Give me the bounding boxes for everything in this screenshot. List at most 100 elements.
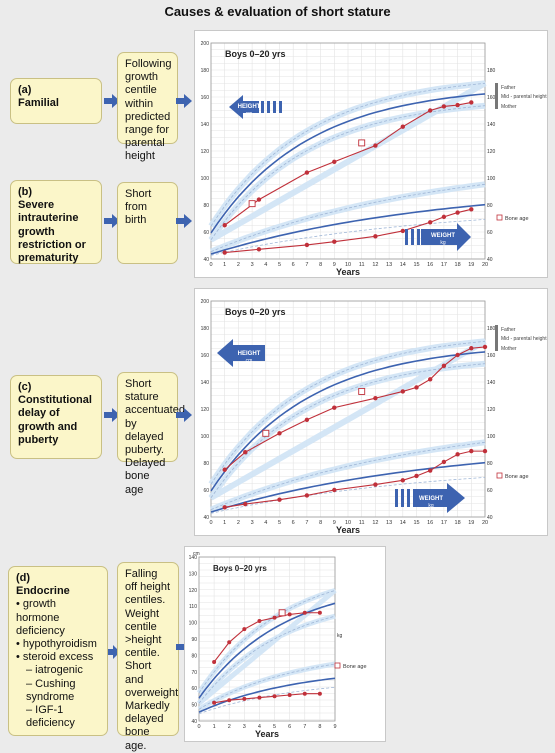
weight-arrow-icon — [413, 483, 465, 513]
weight-point — [222, 505, 227, 510]
tick-label: 17 — [441, 520, 447, 526]
tick-label: 80 — [203, 203, 209, 209]
centile-line — [210, 183, 486, 252]
tick-label: 60 — [203, 230, 209, 236]
plot-frame — [210, 300, 486, 518]
parental-range-bar — [495, 83, 498, 109]
panel-c-label: (c) Constitutional delay of growth and p… — [10, 375, 102, 459]
list-item: – iatrogenic — [26, 664, 83, 677]
tick-label: 13 — [386, 520, 392, 526]
weight-point — [257, 695, 262, 700]
chart-title: Boys 0–20 yrs — [213, 564, 267, 573]
height-point — [441, 363, 447, 368]
tick-label: 10 — [345, 262, 351, 268]
list-item: • growth hormone deficiency — [16, 598, 65, 637]
tick-label: 180 — [487, 68, 496, 74]
bone-age-marker — [248, 200, 256, 208]
weight-arrow-label: WEIGHT — [431, 233, 455, 239]
list-item: – IGF-1 deficiency — [26, 704, 75, 730]
tick-label: 60 — [487, 230, 493, 236]
tick-label: 40 — [191, 719, 197, 725]
panel-b-letter: (b) — [18, 186, 33, 198]
tick-label: 18 — [455, 520, 461, 526]
weight-series-line — [224, 208, 472, 254]
tick-label: 140 — [487, 380, 496, 386]
tick-label: 6 — [292, 520, 295, 526]
height-point — [277, 431, 282, 436]
tick-label: 12 — [372, 262, 378, 268]
tick-label: 15 — [413, 520, 419, 526]
list-item: – Cushing syndrome — [26, 677, 76, 703]
weight-point — [441, 459, 447, 465]
height-series-line — [224, 101, 472, 226]
tick-label: 8 — [318, 724, 321, 730]
height-point — [469, 346, 474, 351]
height-arrow-label: HEIGHT — [238, 351, 261, 357]
weight-series-line — [214, 693, 320, 704]
height-point — [317, 610, 322, 615]
panel-d-description: Falling off height centiles. Weight cent… — [117, 562, 179, 752]
weight-point — [287, 693, 292, 697]
bone-age-legend-label: Bone age — [343, 664, 367, 670]
weight-point — [302, 691, 307, 696]
centile-line — [198, 677, 336, 713]
tick-label: 2 — [237, 262, 240, 268]
tick-label: 160 — [487, 95, 496, 101]
tick-label: 90 — [191, 637, 197, 643]
tick-label: 6 — [288, 724, 291, 730]
tick-label: 40 — [203, 515, 209, 521]
tick-label: 120 — [201, 407, 210, 413]
height-point — [441, 104, 447, 109]
centile-line — [210, 82, 486, 227]
tick-label: 130 — [189, 571, 198, 577]
arrow-stripe — [405, 229, 408, 245]
tick-label: 19 — [468, 520, 474, 526]
tick-label: 0 — [209, 262, 212, 268]
height-arrow-label: HEIGHT — [238, 104, 261, 110]
weight-point — [332, 239, 337, 244]
panel-a-text: Familial — [18, 97, 59, 110]
centile-line — [210, 93, 486, 234]
panel-c-letter: (c) — [18, 381, 32, 393]
tick-label: 15 — [413, 262, 419, 268]
height-point — [227, 640, 232, 645]
weight-point — [304, 242, 310, 248]
centile-line — [198, 663, 336, 710]
parental-range-bar — [495, 325, 498, 351]
arrow-icon — [104, 94, 120, 108]
plot-frame — [210, 42, 486, 260]
father-label: Father — [501, 85, 516, 91]
tick-label: 160 — [201, 95, 210, 101]
panel-b-description: Short from birth — [117, 182, 178, 264]
tick-label: 9 — [333, 262, 336, 268]
tick-label: 80 — [487, 203, 493, 209]
growth-chart-2: 40 60 80 100 120 140 160 180 200 0 1 2 3 4 5 6 7 8 9 10 11 12… — [194, 288, 548, 536]
tick-label: 7 — [305, 262, 308, 268]
bone-age-marker — [358, 139, 366, 147]
list-item: • hypothyroidism — [16, 638, 97, 651]
height-point — [400, 389, 405, 394]
panel-d-label: (d) Endocrine • growth hormone deficienc… — [8, 566, 108, 736]
height-point — [455, 102, 460, 108]
bone-age-legend-marker — [496, 214, 503, 221]
tick-label: 1 — [223, 520, 226, 526]
weight-point — [272, 694, 277, 699]
panel-a-letter: (a) — [18, 84, 32, 96]
centile-line — [210, 441, 486, 510]
weight-point — [256, 247, 262, 252]
height-unit-label: cm — [246, 111, 253, 117]
tick-label: 140 — [487, 122, 496, 128]
tick-label: 60 — [191, 686, 197, 692]
tick-label: 9 — [333, 520, 336, 526]
weight-point — [441, 214, 447, 220]
weight-point — [400, 228, 405, 234]
mother-label: Mother — [501, 346, 517, 352]
tick-label: 110 — [189, 604, 197, 610]
tick-label: 100 — [189, 621, 198, 627]
weight-point — [227, 698, 232, 703]
bone-age-marker — [358, 387, 366, 395]
arrow-stripe — [261, 101, 264, 113]
centile-line — [198, 590, 336, 694]
growth-chart-3: 40 50 60 70 80 90 100 110 120 130 140 0 1 2 3 4 5 6 7 8 9 Yea… — [184, 546, 386, 742]
tick-label: 140 — [189, 555, 198, 561]
